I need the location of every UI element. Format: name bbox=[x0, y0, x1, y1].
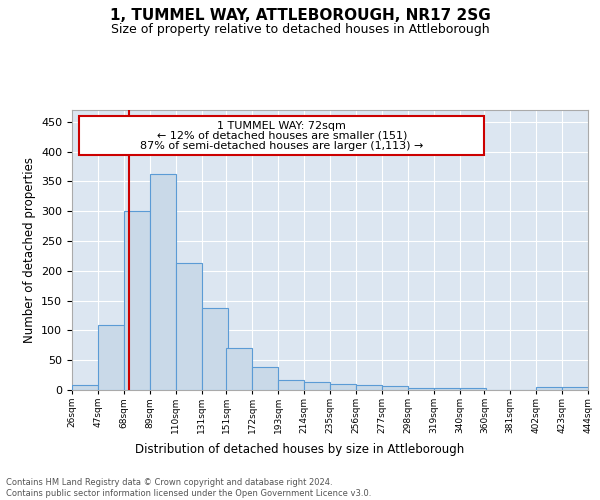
Text: 1 TUMMEL WAY: 72sqm: 1 TUMMEL WAY: 72sqm bbox=[217, 120, 346, 130]
FancyBboxPatch shape bbox=[79, 116, 484, 154]
Text: Distribution of detached houses by size in Attleborough: Distribution of detached houses by size … bbox=[136, 442, 464, 456]
Text: Contains HM Land Registry data © Crown copyright and database right 2024.
Contai: Contains HM Land Registry data © Crown c… bbox=[6, 478, 371, 498]
Bar bbox=[382, 386, 408, 390]
Bar bbox=[460, 388, 485, 390]
Text: Size of property relative to detached houses in Attleborough: Size of property relative to detached ho… bbox=[110, 22, 490, 36]
Bar bbox=[176, 263, 202, 390]
Bar bbox=[124, 210, 150, 390]
Bar bbox=[252, 367, 278, 390]
Y-axis label: Number of detached properties: Number of detached properties bbox=[23, 157, 35, 343]
Bar bbox=[330, 384, 356, 390]
Bar bbox=[202, 308, 227, 390]
Bar bbox=[72, 385, 98, 390]
Bar bbox=[408, 388, 434, 390]
Bar bbox=[150, 174, 176, 390]
Text: 1, TUMMEL WAY, ATTLEBOROUGH, NR17 2SG: 1, TUMMEL WAY, ATTLEBOROUGH, NR17 2SG bbox=[110, 8, 490, 22]
Text: 87% of semi-detached houses are larger (1,113) →: 87% of semi-detached houses are larger (… bbox=[140, 141, 424, 151]
Bar bbox=[226, 348, 252, 390]
Bar bbox=[356, 385, 382, 390]
Bar bbox=[278, 380, 304, 390]
Bar bbox=[98, 325, 124, 390]
Bar bbox=[304, 382, 330, 390]
Bar bbox=[434, 388, 460, 390]
Text: ← 12% of detached houses are smaller (151): ← 12% of detached houses are smaller (15… bbox=[157, 131, 407, 141]
Bar bbox=[562, 387, 588, 390]
Bar bbox=[536, 387, 562, 390]
